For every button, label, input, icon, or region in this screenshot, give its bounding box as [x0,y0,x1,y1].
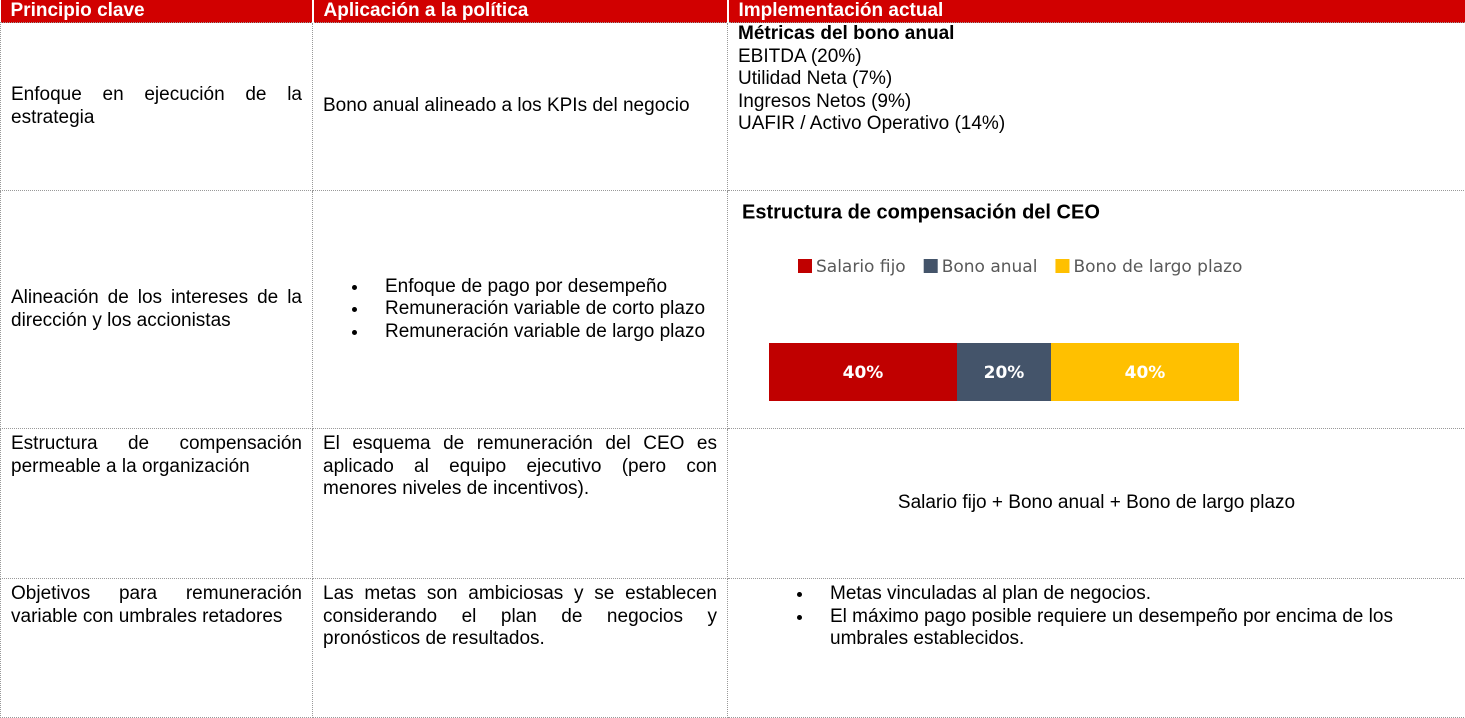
policy: Las metas son ambiciosas y se establecen… [313,579,728,718]
metric: EBITDA (20%) [738,46,1455,69]
row: Enfoque en ejecución de la estrategia Bo… [1,23,1465,191]
policy: Bono anual alineado a los KPIs del negoc… [313,23,728,191]
legend-swatch [1055,259,1069,273]
principle: Alineación de los intereses de la direcc… [1,191,313,429]
policy: Enfoque de pago por desempeño Remuneraci… [313,191,728,429]
header-cell: Implementación actual [728,0,1465,23]
bullet: Remuneración variable de corto plazo [369,298,717,321]
current: Metas vinculadas al plan de negocios. El… [728,579,1465,718]
bullet: El máximo pago posible requiere un desem… [814,606,1455,651]
bullet: Enfoque de pago por desempeño [369,276,717,299]
bullet: Metas vinculadas al plan de negocios. [814,583,1455,606]
current: Salario fijo + Bono anual + Bono de larg… [728,429,1465,579]
metric: Ingresos Netos (9%) [738,91,1455,114]
legend-label: Bono de largo plazo [1073,257,1242,277]
header-cell: Aplicación a la política [313,0,728,23]
bullet: Remuneración variable de largo plazo [369,321,717,344]
metric: UAFIR / Activo Operativo (14%) [738,113,1455,136]
row: Estructura de compensación permeable a l… [1,429,1465,579]
legend-swatch [924,259,938,273]
chart-cell: Estructura de compensación del CEO Salar… [728,191,1465,429]
chart-title: Estructura de compensación del CEO [742,201,1100,223]
principle: Estructura de compensación permeable a l… [1,429,313,579]
chart: Estructura de compensación del CEO Salar… [728,191,1464,427]
principle: Enfoque en ejecución de la estrategia [1,23,313,191]
metric: Utilidad Neta (7%) [738,68,1455,91]
header-row: Principio clave Aplicación a la política… [1,0,1465,23]
data-label: 20% [984,363,1025,383]
metrics-heading: Métricas del bono anual [738,23,1455,46]
data-label: 40% [843,363,884,383]
legend-swatch [798,259,812,273]
row: Objetivos para remuneración variable con… [1,579,1465,718]
current: Métricas del bono anual EBITDA (20%) Uti… [728,23,1465,191]
row: Alineación de los intereses de la direcc… [1,191,1465,429]
policy: El esquema de remuneración del CEO es ap… [313,429,728,579]
header-cell: Principio clave [1,0,313,23]
legend-label: Salario fijo [816,257,906,277]
data-label: 40% [1125,363,1166,383]
legend-label: Bono anual [942,257,1038,277]
principle: Objetivos para remuneración variable con… [1,579,313,718]
